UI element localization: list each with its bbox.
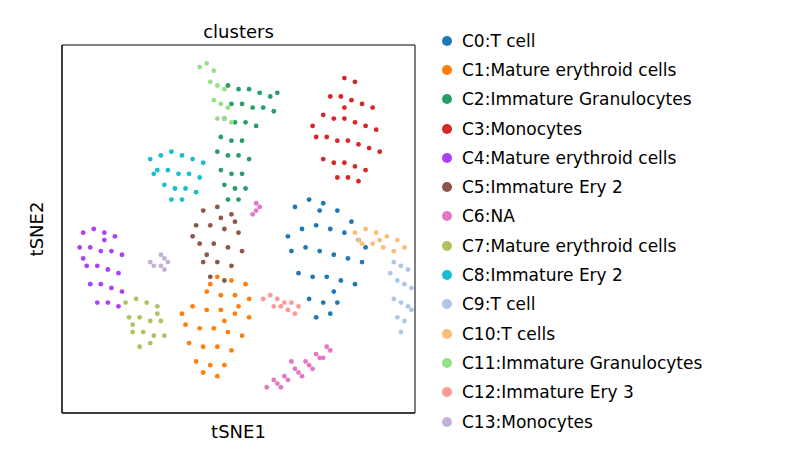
html-text:C7:Mature erythroid cells: C7:Mature erythroid cells	[462, 235, 677, 256]
html-text:C2:Immature Granulocytes: C2:Immature Granulocytes	[462, 89, 692, 110]
html-text:C6:NA: C6:NA	[462, 206, 515, 227]
svg-text:tSNE2: tSNE2	[26, 202, 47, 257]
html-text:C5:Immature Ery 2: C5:Immature Ery 2	[462, 177, 623, 198]
html-text:C9:T cell: C9:T cell	[462, 294, 536, 315]
html-text:clusters: clusters	[203, 21, 274, 42]
html-text:C10:T cells: C10:T cells	[462, 323, 556, 344]
html-text:C0:T cell: C0:T cell	[462, 30, 536, 51]
html-text:C13:Monocytes: C13:Monocytes	[462, 411, 593, 432]
html-text:C12:Immature Ery 3: C12:Immature Ery 3	[462, 382, 634, 403]
html-text:C11:Immature Granulocytes: C11:Immature Granulocytes	[462, 352, 703, 373]
svg-text:tSNE1: tSNE1	[211, 421, 266, 442]
html-text:C4:Mature erythroid cells: C4:Mature erythroid cells	[462, 147, 677, 168]
html-text:C8:Immature Ery 2: C8:Immature Ery 2	[462, 265, 623, 285]
html-text:C1:Mature erythroid cells: C1:Mature erythroid cells	[462, 59, 677, 80]
html-text:C3:Monocytes: C3:Monocytes	[462, 118, 582, 139]
